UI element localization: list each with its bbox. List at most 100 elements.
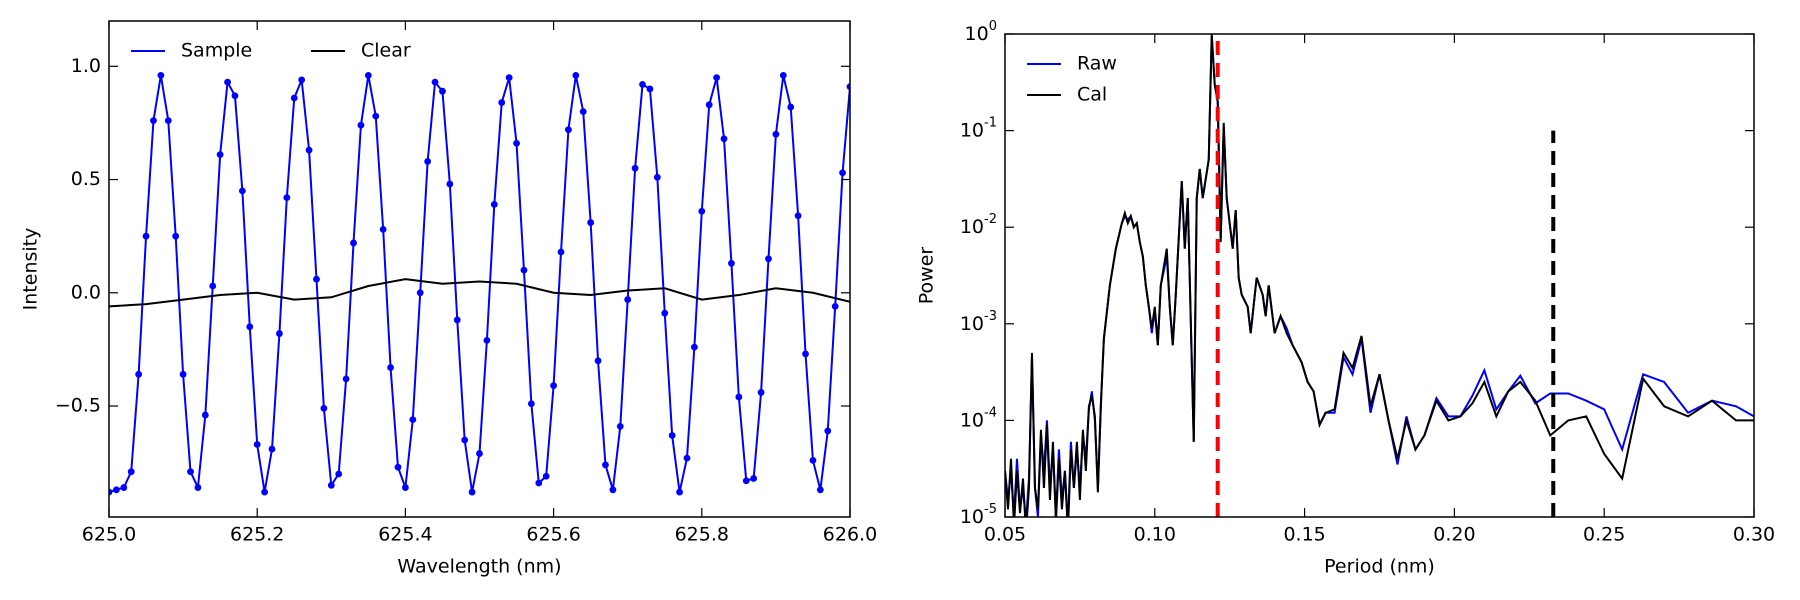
data-point [683,454,691,462]
series-line [109,278,850,308]
x-axis-label: Wavelength (nm) [397,556,561,578]
data-point [109,488,113,496]
data-point [527,400,535,408]
data-point [802,350,809,358]
y-tick-label: 10-5 [960,502,997,528]
data-point [439,87,446,95]
y-tick-label: 0.5 [71,168,101,190]
legend-label: Raw [1077,53,1117,75]
data-point [720,135,728,143]
data-point [231,92,239,100]
data-point [283,194,291,202]
data-point [357,121,365,129]
tick-exponent: -5 [984,502,997,517]
series-line [1005,36,1754,517]
data-point [653,173,661,181]
data-point [402,484,409,491]
data-point [394,463,402,471]
data-point [787,103,795,111]
data-point [238,187,246,195]
data-point [453,316,461,324]
tick-exponent: -3 [984,308,997,323]
data-point [483,336,491,344]
data-point [157,71,165,79]
y-tick-label: 10-1 [960,115,997,141]
data-point [750,475,758,482]
data-point [320,404,328,412]
y-tick-label: 100 [965,19,997,45]
data-point [609,486,617,494]
data-point [305,146,313,154]
data-point [520,266,528,274]
data-point [172,232,180,240]
data-point [765,255,772,263]
tick-base: 10 [965,23,989,45]
data-point [446,180,454,188]
data-point [690,343,698,351]
data-point [313,275,320,283]
data-point [513,139,520,147]
data-point [698,207,706,215]
tick-base: 10 [960,506,984,528]
data-point [113,486,120,494]
data-point [661,309,669,317]
data-point [372,112,380,120]
x-tick-label: 0.30 [1733,524,1775,546]
x-tick-label: 626.0 [823,524,877,546]
y-tick-label: 1.0 [71,55,101,77]
x-tick-label: 625.0 [82,524,136,546]
data-point [579,108,587,115]
data-point [246,323,254,331]
data-point [387,364,394,371]
data-point [831,302,839,310]
x-tick-label: 0.05 [984,524,1026,546]
data-point [498,99,506,106]
x-tick-label: 0.10 [1134,524,1176,546]
data-point [676,488,683,496]
data-point [327,481,335,489]
series-line [1005,34,1754,517]
y-tick-label: 0.0 [71,281,101,303]
x-tick-label: 0.25 [1583,524,1625,546]
data-point [713,74,721,82]
data-point [468,488,476,496]
x-tick-label: 625.6 [526,524,580,546]
data-point [505,74,513,82]
data-point [587,219,595,226]
data-point [839,169,846,177]
data-point [164,117,172,125]
y-axis-label: Intensity [20,228,42,311]
data-point [276,330,283,337]
data-point [416,289,424,297]
x-tick-label: 625.4 [378,524,432,546]
data-point [550,382,557,390]
data-point [602,461,609,469]
data-point [216,151,224,159]
data-point [342,375,350,383]
data-point [187,468,194,476]
data-point [224,78,231,86]
data-point [409,416,417,424]
data-point [557,248,565,256]
data-point [142,232,150,240]
tick-base: 10 [960,119,984,141]
data-point [335,470,343,478]
data-point [364,71,372,79]
data-point [631,164,639,172]
data-point [268,445,276,453]
data-point [298,76,306,84]
tick-exponent: 0 [989,19,997,34]
data-point [179,370,187,378]
data-point [735,393,743,401]
data-point [350,239,357,247]
legend-label: Clear [361,40,411,62]
data-point [461,436,469,444]
y-axis-label: Power [916,247,938,305]
tick-base: 10 [960,216,984,238]
data-point [542,472,550,480]
x-tick-label: 625.2 [230,524,284,546]
data-point [616,423,624,430]
data-point [565,126,572,134]
data-point [794,212,802,220]
